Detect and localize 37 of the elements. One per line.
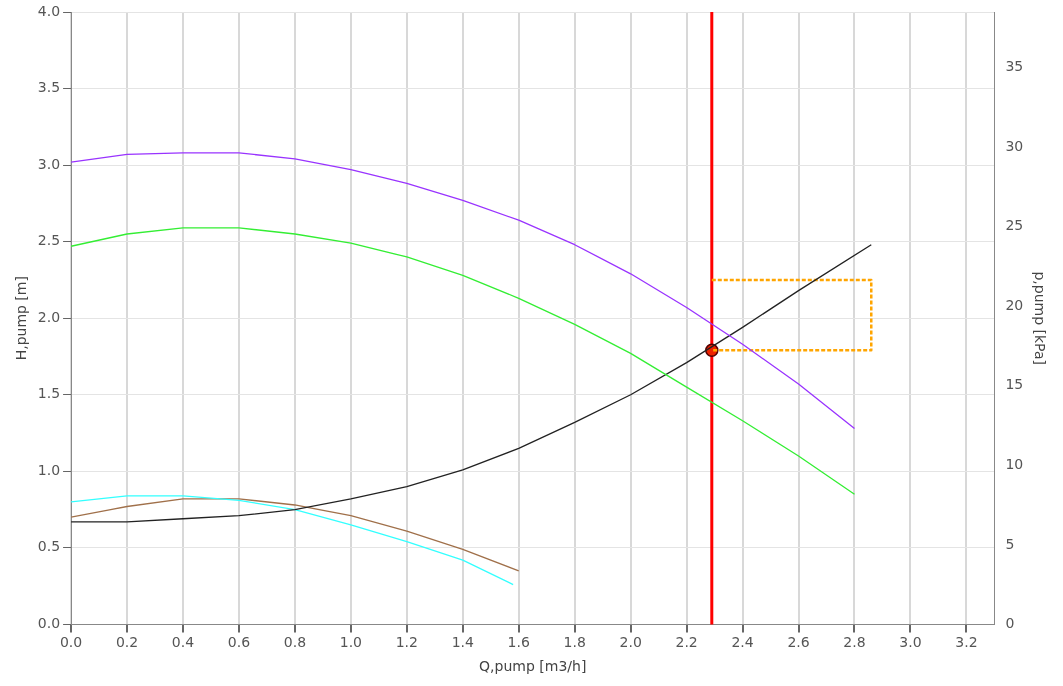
x-tick-label: 0.6 [227, 634, 251, 651]
y-tick-label: 3.0 [37, 155, 61, 172]
x-tick-label: 0.2 [115, 634, 139, 651]
x-tick-label: 1.6 [507, 634, 530, 651]
x-tick-label: 2.0 [619, 634, 642, 651]
y2-tick-label: 5 [1005, 535, 1015, 552]
x-tick-label: 2.4 [731, 634, 754, 651]
x-tick-label: 3.0 [899, 634, 922, 651]
y-tick-label: 1.5 [37, 385, 61, 402]
x-tick-label: 1.4 [451, 634, 474, 651]
y2-tick-label: 10 [1005, 455, 1024, 472]
y-tick-label: 0.0 [37, 615, 61, 632]
y2-tick-label: 35 [1005, 58, 1024, 75]
y2-tick-label: 15 [1005, 376, 1024, 393]
y2-tick-label: 0 [1005, 615, 1015, 632]
y-tick-label: 1.0 [37, 461, 61, 478]
y2-tick-label: 20 [1005, 296, 1024, 313]
x-tick-label: 1.0 [339, 634, 362, 651]
x-tick-label: 2.8 [843, 634, 866, 651]
x-tick-label: 2.2 [675, 634, 698, 651]
y-tick-label: 0.5 [37, 538, 61, 555]
x-tick-label: 1.2 [395, 634, 418, 651]
y2-tick-label: 25 [1005, 217, 1024, 234]
x-tick-label: 3.2 [955, 634, 978, 651]
x-tick-label: 0.4 [171, 634, 195, 651]
x-axis-title: Q,pump [m3/h] [479, 658, 587, 675]
y-tick-label: 3.5 [37, 79, 61, 96]
y2-axis-title: p,pump [kPa] [1031, 271, 1048, 365]
y-tick-label: 4.0 [37, 2, 61, 19]
y-tick-label: 2.0 [37, 308, 61, 325]
x-tick-label: 1.8 [563, 634, 586, 651]
y2-tick-label: 30 [1005, 137, 1024, 154]
x-tick-label: 0.8 [283, 634, 307, 651]
y-axis-title: H,pump [m] [13, 276, 30, 361]
x-tick-label: 0.0 [59, 634, 83, 651]
y-tick-label: 2.5 [37, 232, 61, 249]
x-tick-label: 2.6 [787, 634, 810, 651]
